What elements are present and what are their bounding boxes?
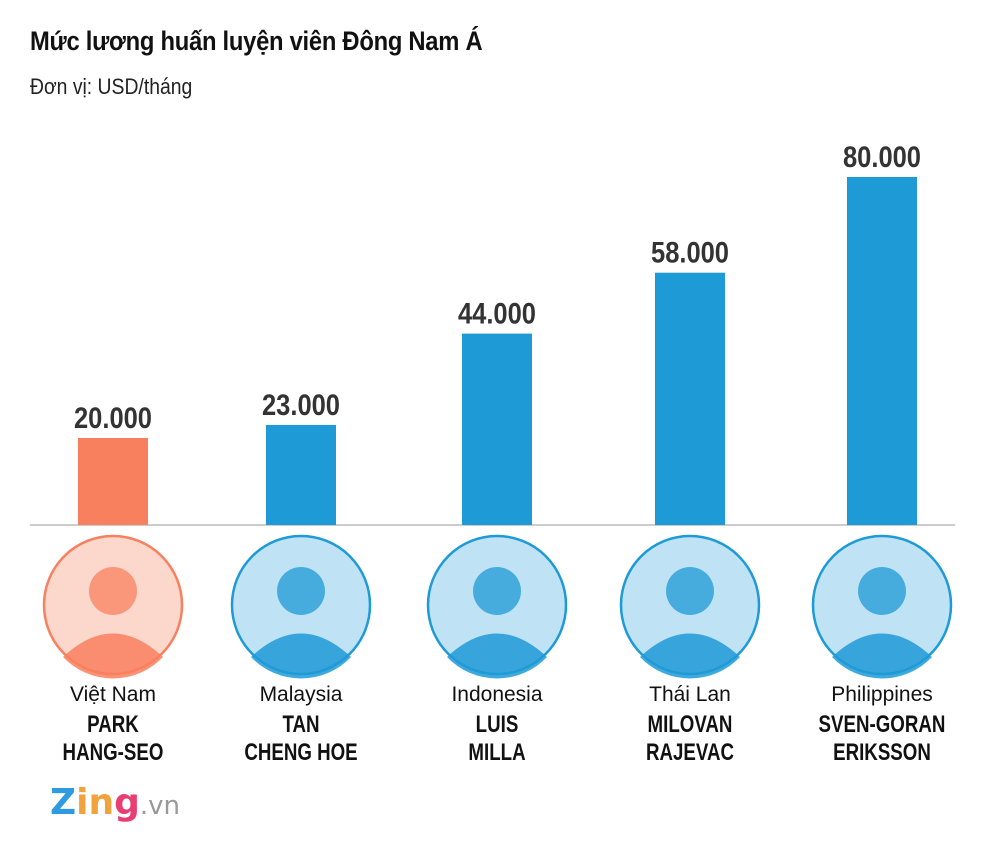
country-label: Malaysia bbox=[260, 683, 343, 706]
bar-1 bbox=[266, 424, 336, 525]
coach-body-icon bbox=[832, 633, 932, 679]
coach-body-icon bbox=[640, 633, 740, 679]
bar-2 bbox=[462, 333, 532, 525]
coach-head-icon bbox=[89, 567, 137, 615]
country-label: Indonesia bbox=[451, 683, 542, 706]
value-label: 44.000 bbox=[458, 297, 536, 330]
coach-head-icon bbox=[473, 567, 521, 615]
coach-name: PARK bbox=[87, 711, 139, 738]
coach-body-icon bbox=[63, 633, 163, 679]
value-label: 23.000 bbox=[262, 388, 340, 421]
coach-head-icon bbox=[666, 567, 714, 615]
value-label: 20.000 bbox=[74, 401, 152, 434]
coach-name: HANG-SEO bbox=[63, 739, 164, 766]
coach-body-icon bbox=[251, 633, 351, 679]
coach-body-icon bbox=[447, 633, 547, 679]
coach-name: RAJEVAC bbox=[646, 739, 734, 766]
coach-head-icon bbox=[858, 567, 906, 615]
value-label: 80.000 bbox=[843, 140, 921, 173]
chart-subtitle: Đơn vị: USD/tháng bbox=[30, 74, 193, 99]
coach-name: ERIKSSON bbox=[833, 739, 931, 766]
coach-name: LUIS bbox=[476, 711, 519, 738]
zing-logo: Zing.vn bbox=[50, 782, 180, 823]
bar-0 bbox=[78, 438, 148, 525]
coach-name: MILLA bbox=[468, 739, 525, 766]
coach-name: SVEN-GORAN bbox=[819, 711, 946, 738]
coach-name: CHENG HOE bbox=[244, 739, 357, 766]
country-label: Việt Nam bbox=[70, 683, 156, 706]
value-label: 58.000 bbox=[651, 236, 729, 269]
country-label: Thái Lan bbox=[649, 683, 731, 706]
bar-4 bbox=[847, 177, 917, 525]
coach-name: TAN bbox=[282, 711, 319, 738]
country-label: Philippines bbox=[831, 683, 933, 706]
bar-3 bbox=[655, 272, 725, 525]
coach-name: MILOVAN bbox=[648, 711, 733, 738]
coach-head-icon bbox=[277, 567, 325, 615]
chart-title: Mức lương huấn luyện viên Đông Nam Á bbox=[30, 26, 483, 56]
